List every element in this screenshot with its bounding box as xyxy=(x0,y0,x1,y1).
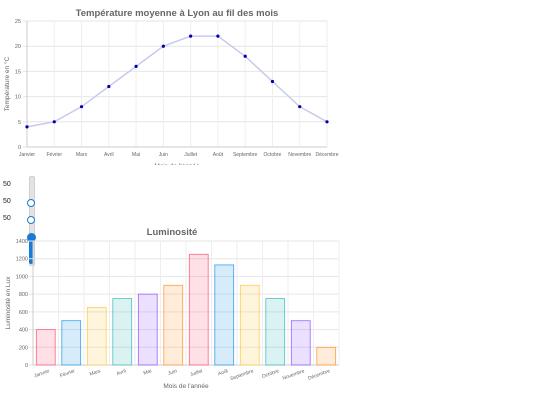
chart-title: Température moyenne à Lyon au fil des mo… xyxy=(76,8,279,19)
series-line xyxy=(26,35,328,128)
temperature-line-chart: Température moyenne à Lyon au fil des mo… xyxy=(3,8,339,165)
chart-title: Luminosité xyxy=(147,227,198,238)
data-point xyxy=(161,44,165,48)
bar xyxy=(86,307,107,366)
x-tick-label: Juin xyxy=(159,152,168,158)
x-tick-label: Septembre xyxy=(229,368,254,382)
x-tick-label: Mars xyxy=(76,152,88,158)
data-point xyxy=(79,105,84,109)
x-tick-label: Août xyxy=(217,368,229,377)
x-tick-label: Janvier xyxy=(33,368,51,379)
bar xyxy=(188,253,209,366)
data-point xyxy=(52,120,56,124)
y-tick-label: 15 xyxy=(15,69,21,75)
x-tick-label: Août xyxy=(213,152,224,158)
x-axis-label: Mois de l'année xyxy=(163,383,209,390)
x-tick-label: Novembre xyxy=(282,368,306,382)
y-tick-label: 600 xyxy=(19,310,28,316)
y-tick-label: 5 xyxy=(18,120,21,126)
slider-thumb-1[interactable] xyxy=(27,199,35,207)
y-axis-label: Luminosité en Lux xyxy=(5,276,12,330)
x-tick-label: Juillet xyxy=(184,152,197,158)
x-tick-label: Septembre xyxy=(233,152,258,158)
bar xyxy=(163,284,184,366)
bar xyxy=(35,329,56,366)
data-point xyxy=(134,64,138,68)
x-axis-label: Mois de l'année xyxy=(154,163,200,165)
y-tick-label: 25 xyxy=(15,19,21,25)
bar xyxy=(265,298,286,366)
x-tick-label: Novembre xyxy=(288,152,311,158)
slider-value-2: 50 xyxy=(3,198,11,205)
y-tick-label: 20 xyxy=(15,44,21,50)
data-point xyxy=(298,105,302,109)
x-tick-label: Avril xyxy=(116,368,127,377)
slider-value-1: 50 xyxy=(3,181,11,188)
y-tick-label: 200 xyxy=(19,345,28,351)
bar xyxy=(290,320,311,366)
x-tick-label: Juin xyxy=(167,368,178,377)
luminosity-bar-chart: Luminosité 0 200 400 600 800 1000 1200 1400 Janvi… xyxy=(5,227,340,390)
data-point xyxy=(189,34,193,38)
y-tick-label: 1000 xyxy=(16,274,28,280)
x-tick-label: Octobre xyxy=(264,152,282,158)
x-tick-label: Février xyxy=(46,152,62,158)
bar xyxy=(239,284,260,366)
y-axis-label: Température en °C xyxy=(3,56,11,111)
y-tick-label: 1400 xyxy=(16,239,28,245)
x-tick-label: Octobre xyxy=(261,368,280,380)
y-tick-label: 10 xyxy=(15,95,21,101)
bar xyxy=(61,320,82,366)
x-tick-label: Décembre xyxy=(315,152,338,158)
x-tick-label: Juillet xyxy=(189,368,204,378)
x-tick-label: Décembre xyxy=(307,368,331,382)
bar xyxy=(316,346,337,366)
y-tick-label: 400 xyxy=(19,328,28,334)
slider-thumb-2[interactable] xyxy=(27,216,35,224)
slider-value-3: 50 xyxy=(3,215,11,222)
data-point xyxy=(25,125,29,129)
x-tick-label: Mars xyxy=(89,368,102,378)
x-tick-label: Avril xyxy=(104,152,114,158)
data-point xyxy=(270,79,275,84)
slider-panel: 50 50 50 xyxy=(0,176,60,268)
bar xyxy=(112,298,133,366)
y-tick-label: 0 xyxy=(25,363,28,369)
y-tick-label: 800 xyxy=(19,292,28,298)
bar xyxy=(214,264,235,366)
data-point xyxy=(107,84,111,89)
data-point xyxy=(325,120,329,124)
y-tick-label: 1200 xyxy=(16,257,28,263)
x-tick-label: Janvier xyxy=(19,152,35,158)
data-point xyxy=(243,54,247,58)
data-point xyxy=(216,34,220,38)
y-tick-label: 0 xyxy=(18,145,21,151)
x-tick-label: Mai xyxy=(143,368,153,376)
slider-fill xyxy=(29,236,33,264)
x-tick-label: Mai xyxy=(132,152,140,158)
bar xyxy=(137,293,158,366)
x-tick-label: Février xyxy=(59,368,76,379)
